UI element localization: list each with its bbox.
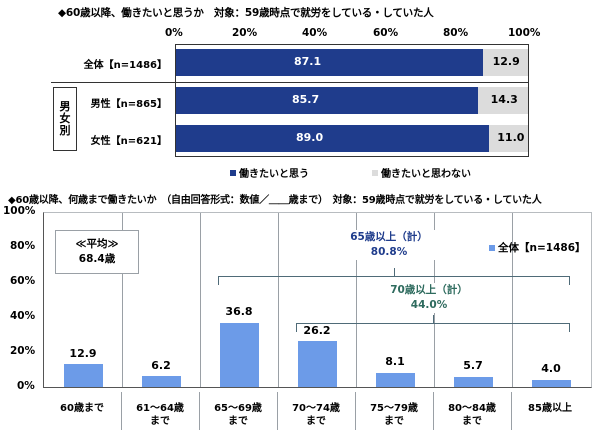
top-plot-area: 87.1 12.9 85.7 14.3 89.0 11.0 (51, 44, 529, 157)
bottom-grid-3 (278, 213, 279, 387)
top-legend-yes-label: 働きたいと思う (239, 169, 309, 180)
top-tick-60: 60% (373, 27, 399, 39)
gender-group-box: 男 女 別 (53, 87, 77, 151)
top-legend-yes: 働きたいと思う (230, 165, 309, 180)
average-box: ≪平均≫ 68.4歳 (55, 230, 139, 274)
top-tick-0: 0% (165, 27, 183, 39)
top-tick-80: 80% (443, 27, 469, 39)
bottom-bar-65-69 (220, 322, 259, 387)
bottom-bar-80-84 (454, 377, 493, 387)
bottom-tick-60: 60% (10, 275, 36, 287)
top-tick-100: 100% (508, 27, 541, 39)
xcat-65-69: 65～69歳 まで (214, 403, 262, 427)
xcat-70-74: 70～74歳 まで (292, 403, 340, 427)
top-legend-no: 働きたいと思わない (372, 165, 471, 180)
bottom-bar-70-74 (298, 341, 337, 387)
top-bar-no-all-value: 12.9 (492, 55, 520, 68)
bottom-value-60: 12.9 (69, 347, 97, 360)
bottom-tick-0: 0% (17, 380, 35, 392)
gender-group-char-3: 別 (59, 124, 71, 137)
xcat-60: 60歳まで (60, 403, 104, 414)
bottom-tick-40: 40% (10, 310, 36, 322)
top-legend-yes-swatch (230, 169, 236, 176)
bottom-tick-100: 100% (3, 205, 36, 217)
bottom-value-65-69: 36.8 (225, 305, 253, 318)
gender-group-char-1: 男 (59, 100, 71, 113)
bottom-legend-label: 全体【n=1486】 (498, 242, 586, 254)
xcat-61-64: 61～64歳 まで (136, 403, 184, 427)
bottom-xcat-dividers: 60歳まで 61～64歳 まで 65～69歳 まで 70～74歳 まで 75～7… (43, 389, 592, 430)
average-value: 68.4歳 (78, 253, 116, 265)
bottom-value-80-84: 5.7 (463, 359, 483, 372)
bracket70-label: 70歳以上（計） (390, 284, 468, 296)
top-tick-20: 20% (232, 27, 258, 39)
top-label-male: 男性【n=865】 (90, 99, 167, 110)
top-bar-yes-male: 85.7 (176, 87, 478, 114)
top-label-female: 女性【n=621】 (90, 136, 167, 147)
top-bar-yes-female: 89.0 (176, 125, 490, 152)
top-bar-no-male: 14.3 (477, 87, 528, 114)
bottom-legend: 全体【n=1486】 (489, 240, 586, 255)
bracket70-value: 44.0% (410, 299, 448, 311)
xcat-85plus: 85歳以上 (528, 403, 572, 414)
bottom-grid-4 (356, 213, 357, 387)
bottom-value-70-74: 26.2 (303, 324, 331, 337)
top-bar-yes-all: 87.1 (176, 49, 483, 76)
bracket70-text: 70歳以上（計） 44.0% (374, 283, 484, 313)
bottom-tick-80: 80% (10, 240, 36, 252)
average-label: ≪平均≫ (75, 238, 119, 250)
gender-group-char-2: 女 (59, 112, 71, 125)
bottom-plot-area: 12.9 6.2 36.8 26.2 8.1 5.7 4.0 ≪平均≫ 68.4… (43, 212, 592, 388)
bottom-value-85plus: 4.0 (541, 362, 561, 375)
bottom-bar-60 (64, 364, 103, 387)
top-bar-yes-all-value: 87.1 (294, 55, 322, 68)
top-label-all: 全体【n=1486】 (83, 60, 167, 71)
bracket65-text: 65歳以上（計） 80.8% (334, 230, 444, 260)
bracket65-value: 80.8% (370, 246, 408, 258)
top-tick-40: 40% (302, 27, 328, 39)
bottom-grid-2 (200, 213, 201, 387)
bottom-grid-6 (512, 213, 513, 387)
bottom-bar-75-79 (376, 372, 415, 387)
bottom-chart-title: ◆60歳以降、何歳まで働きたいか （自由回答形式：数値／＿＿歳まで） 対象：59… (8, 195, 542, 206)
top-bar-no-all: 12.9 (482, 49, 528, 76)
top-bar-no-male-value: 14.3 (490, 93, 518, 106)
bottom-grid-1 (122, 213, 123, 387)
top-legend-no-swatch (372, 169, 378, 176)
xcat-80-84: 80～84歳 まで (448, 403, 496, 427)
bracket70-line (296, 315, 570, 332)
top-chart-title: ◆60歳以降、働きたいと思うか 対象：59歳時点で就労をしている・していた人 (58, 7, 434, 19)
xcat-75-79: 75～79歳 まで (370, 403, 418, 427)
top-separator (51, 82, 529, 83)
bottom-legend-swatch (489, 244, 495, 251)
bottom-value-61-64: 6.2 (151, 359, 171, 372)
bottom-tick-20: 20% (10, 345, 36, 357)
top-bar-yes-female-value: 89.0 (296, 131, 324, 144)
bracket65-label: 65歳以上（計） (350, 231, 428, 243)
bracket65-line (218, 268, 570, 285)
top-bar-yes-male-value: 85.7 (292, 93, 320, 106)
top-bar-no-female: 11.0 (489, 125, 528, 152)
top-bar-no-female-value: 11.0 (497, 131, 525, 144)
bottom-value-75-79: 8.1 (385, 355, 405, 368)
bottom-bar-85plus (532, 380, 571, 387)
top-legend-no-label: 働きたいと思わない (381, 169, 471, 180)
bottom-bar-61-64 (142, 376, 181, 387)
